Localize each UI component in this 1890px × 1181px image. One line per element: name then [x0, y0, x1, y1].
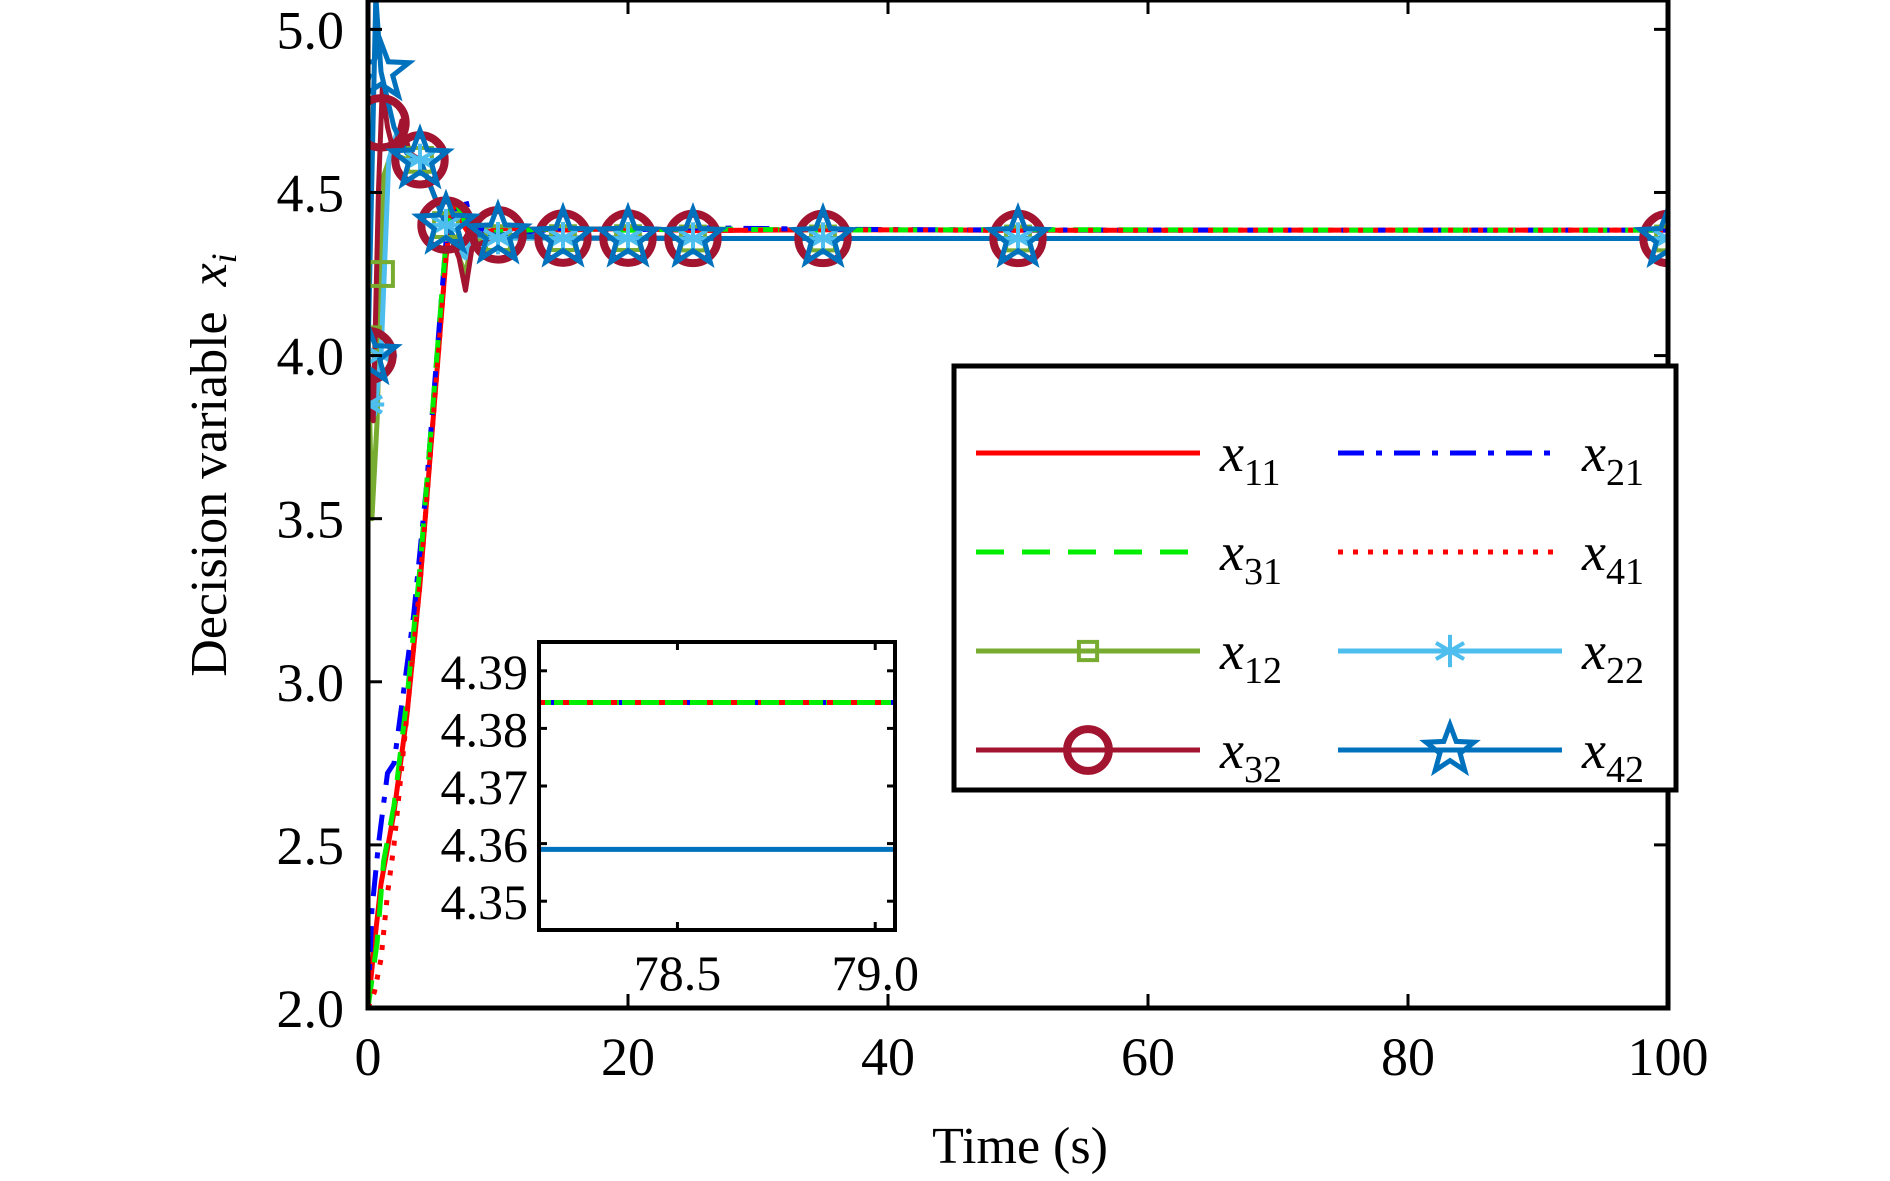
- y-axis-label-text: Decision variable: [181, 311, 238, 676]
- marker-x32: [368, 94, 410, 152]
- marker-x42: [368, 319, 403, 386]
- marker-x42: [658, 202, 728, 268]
- line-x21: [368, 196, 1668, 1008]
- legend-item-x11: x11: [976, 423, 1281, 494]
- legend-item-x41: x41: [1338, 522, 1644, 593]
- inset-x-tick-label: 78.5: [634, 945, 722, 1001]
- x-tick-label: 60: [1121, 1027, 1175, 1087]
- legend-item-x22: x22: [1338, 621, 1644, 692]
- y-tick-label: 5.0: [277, 0, 345, 60]
- inset-background: [539, 642, 895, 930]
- marker-x42: [593, 201, 663, 268]
- legend-label: x12: [1219, 621, 1282, 692]
- legend-label: x32: [1219, 720, 1282, 791]
- y-tick-label: 4.5: [277, 163, 345, 223]
- marker-x32: [368, 326, 397, 385]
- marker-x22: [806, 222, 840, 255]
- x-tick-label: 0: [355, 1027, 382, 1087]
- legend-label: x41: [1581, 522, 1644, 593]
- legend-box: [951, 363, 1679, 793]
- x-tick-label: 20: [601, 1027, 655, 1087]
- y-axis-label-symbol: x: [181, 263, 238, 287]
- x-tick-label: 40: [861, 1027, 915, 1087]
- series-x21: [368, 196, 1668, 1008]
- inset-x-tick-label: 79.0: [831, 945, 919, 1001]
- inset-y-tick-label: 4.36: [441, 817, 529, 873]
- inset-lines: [539, 699, 895, 852]
- marker-x42: [411, 188, 481, 255]
- y-axis-label: Decision variable xi: [181, 253, 244, 676]
- marker-x42: [983, 202, 1053, 268]
- inset-plot: 78.5 79.0 4.354.364.374.384.39: [441, 640, 919, 1001]
- legend-label: x22: [1581, 621, 1644, 692]
- legend-marker: [1076, 639, 1100, 663]
- x-axis-label: Time (s): [932, 1118, 1108, 1175]
- marker-x42: [528, 201, 598, 268]
- marker-x22: [429, 208, 463, 242]
- line-x41: [368, 199, 1668, 1008]
- legend-label: x42: [1581, 720, 1644, 791]
- legend-marker: [1419, 717, 1481, 777]
- marker-x42: [368, 35, 416, 102]
- legend-marker: [1433, 634, 1467, 668]
- marker-x42: [1633, 202, 1668, 268]
- legend-item-x42: x42: [1338, 717, 1644, 791]
- markers-x42: [368, 35, 1668, 386]
- marker-x42: [385, 123, 455, 190]
- marker-x42: [788, 202, 858, 268]
- y-tick-label: 2.0: [277, 979, 345, 1039]
- line-x42: [368, 0, 1668, 356]
- marker-x22: [368, 388, 385, 421]
- inset-y-tick-label: 4.35: [441, 874, 529, 930]
- legend-marker: [1063, 725, 1113, 775]
- legend-label: x21: [1581, 423, 1644, 494]
- legend-label: x11: [1219, 423, 1281, 494]
- y-tick-label: 4.0: [277, 327, 345, 387]
- marker-x22: [1651, 222, 1668, 255]
- legend-item-x31: x31: [976, 522, 1282, 593]
- series-x42: [368, 0, 1668, 356]
- legend: x11 x21 x31 x41 x12 x22 x32 x42: [951, 363, 1679, 793]
- inset-y-tick-label: 4.37: [441, 759, 529, 815]
- y-tick-label: 3.5: [277, 490, 345, 550]
- x-tick-label: 80: [1381, 1027, 1435, 1087]
- legend-item-x12: x12: [976, 621, 1282, 692]
- x-tick-label: 100: [1628, 1027, 1709, 1087]
- inset-y-tick-label: 4.39: [441, 644, 529, 700]
- legend-item-x21: x21: [1338, 423, 1644, 494]
- inset-y-tick-label: 4.38: [441, 701, 529, 757]
- y-tick-label: 3.0: [277, 653, 345, 713]
- legend-item-x32: x32: [976, 720, 1282, 791]
- series-layer: [368, 0, 1668, 1008]
- x-ticks: 0 20 40 60 80 100: [355, 0, 1709, 1087]
- marker-x42: [463, 198, 533, 265]
- y-tick-label: 2.5: [277, 816, 345, 876]
- series-x41: [368, 199, 1668, 1008]
- y-axis-label-subscript: i: [204, 253, 244, 263]
- marker-x32: [1639, 209, 1668, 268]
- legend-label: x31: [1219, 522, 1282, 593]
